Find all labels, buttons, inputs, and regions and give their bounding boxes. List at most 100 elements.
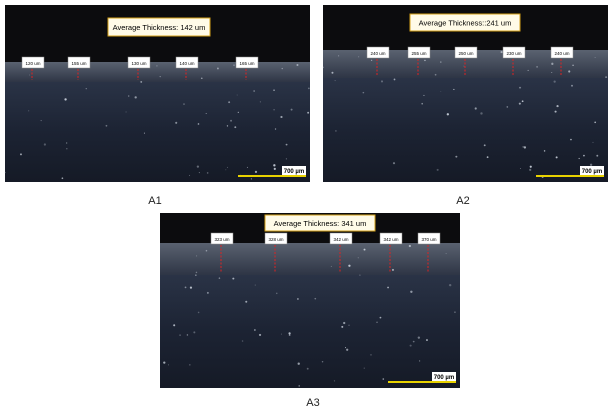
measurement-label: 323 um <box>214 237 229 242</box>
speck <box>376 322 377 323</box>
speck <box>64 98 66 100</box>
speck <box>251 178 252 179</box>
speck <box>583 155 585 157</box>
speck <box>187 334 188 335</box>
speck <box>595 57 596 58</box>
speck <box>387 287 389 289</box>
speck <box>381 80 383 82</box>
speck <box>323 67 324 68</box>
speck <box>227 167 228 168</box>
speck <box>4 172 5 173</box>
speck <box>551 72 552 73</box>
speck <box>520 168 521 169</box>
measurement-label: 120 um <box>25 61 40 66</box>
panel-caption: A3 <box>306 397 319 409</box>
scale-label: 700 µm <box>284 169 304 175</box>
speck <box>345 347 346 348</box>
speck <box>297 298 299 300</box>
speck <box>421 103 423 105</box>
speck <box>196 255 197 256</box>
speck <box>273 109 274 110</box>
speck <box>530 166 532 168</box>
speck <box>199 172 200 173</box>
speck <box>255 171 257 173</box>
speck <box>259 334 261 336</box>
speck <box>449 284 451 286</box>
speck <box>556 105 558 107</box>
speck <box>554 80 556 82</box>
speck <box>506 106 508 108</box>
speck <box>29 75 30 76</box>
panel-caption: A2 <box>456 195 469 207</box>
speck <box>260 101 261 102</box>
panel-title: Average Thickness: 142 um <box>113 23 206 32</box>
speck <box>487 156 489 158</box>
speck <box>28 110 29 111</box>
speck <box>382 378 384 380</box>
speck <box>364 249 366 251</box>
speck <box>308 87 310 89</box>
speck <box>179 334 180 335</box>
speck <box>335 130 336 131</box>
substrate <box>5 82 310 182</box>
speck <box>288 332 290 334</box>
speck <box>163 362 165 364</box>
speck <box>394 79 396 81</box>
speck <box>228 101 230 103</box>
speck <box>206 113 207 114</box>
speck <box>331 72 333 74</box>
speck <box>135 96 137 98</box>
speck <box>273 164 275 166</box>
speck <box>282 68 283 69</box>
speck <box>437 169 439 171</box>
speck <box>298 363 300 365</box>
speck <box>544 150 545 151</box>
speck <box>556 156 558 158</box>
speck <box>232 278 234 280</box>
speck <box>359 274 360 275</box>
speck <box>298 385 300 387</box>
speck <box>207 292 209 294</box>
speck <box>242 340 244 342</box>
measurement-label: 250 um <box>458 51 473 56</box>
speck <box>106 125 108 127</box>
speck <box>156 65 157 66</box>
speck <box>62 177 64 179</box>
speck <box>291 109 293 111</box>
speck <box>592 142 593 143</box>
speck <box>571 85 573 87</box>
speck <box>281 334 282 335</box>
speck <box>234 126 236 128</box>
scale-label: 700 µm <box>434 375 454 381</box>
speck <box>371 60 372 61</box>
speck <box>196 272 197 273</box>
speck <box>160 76 161 77</box>
speck <box>307 368 309 370</box>
speck <box>380 317 382 319</box>
speck <box>348 265 350 267</box>
speck <box>230 120 232 122</box>
speck <box>128 95 129 96</box>
speck <box>276 293 277 294</box>
speck <box>410 291 412 293</box>
speck <box>314 298 316 300</box>
speck <box>193 331 195 333</box>
speck <box>358 56 359 57</box>
measurement-label: 130 um <box>131 61 146 66</box>
speck <box>175 122 177 124</box>
speck <box>578 158 579 159</box>
measurement-label: 240 um <box>554 51 569 56</box>
speck <box>363 92 365 94</box>
panel-title: Average Thickness: 341 um <box>274 219 367 228</box>
speck <box>435 74 437 76</box>
speck <box>198 123 200 125</box>
speck <box>286 144 288 146</box>
speck <box>168 364 169 365</box>
speck <box>409 245 411 247</box>
speck <box>296 64 298 66</box>
speck <box>605 76 607 78</box>
speck <box>66 142 67 143</box>
speck <box>410 345 412 347</box>
speck <box>519 87 521 89</box>
